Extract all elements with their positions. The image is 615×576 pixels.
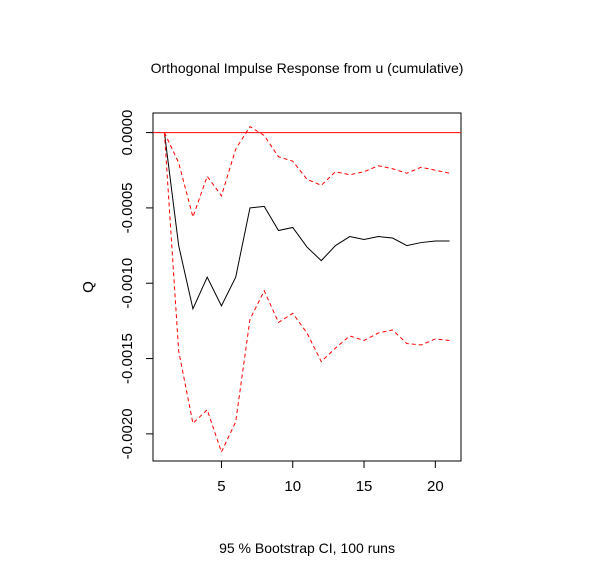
y-tick-label: -0.0015 bbox=[119, 333, 136, 384]
plot-area bbox=[152, 112, 462, 462]
upper-ci-line bbox=[163, 125, 450, 219]
y-axis-label: Q bbox=[80, 281, 97, 293]
x-tick-label: 20 bbox=[427, 478, 444, 495]
x-tick-label: 10 bbox=[284, 478, 301, 495]
lower-ci-line bbox=[163, 132, 450, 454]
y-tick-label: -0.0020 bbox=[119, 408, 136, 459]
response-line bbox=[163, 132, 450, 311]
y-tick-label: -0.0005 bbox=[119, 182, 136, 233]
y-tick-label: 0.0000 bbox=[119, 110, 136, 156]
series-layer bbox=[153, 125, 461, 454]
chart-title: Orthogonal Impulse Response from u (cumu… bbox=[151, 60, 464, 76]
y-axis: 0.0000 -0.0005 -0.0010 -0.0015 -0.0020 bbox=[119, 110, 153, 459]
x-axis-label: 95 % Bootstrap CI, 100 runs bbox=[219, 540, 395, 556]
x-tick-label: 5 bbox=[217, 478, 225, 495]
x-tick-label: 15 bbox=[356, 478, 373, 495]
plot-frame bbox=[152, 112, 462, 462]
y-tick-label: -0.0010 bbox=[119, 258, 136, 309]
x-axis: 5 10 15 20 bbox=[217, 461, 444, 495]
